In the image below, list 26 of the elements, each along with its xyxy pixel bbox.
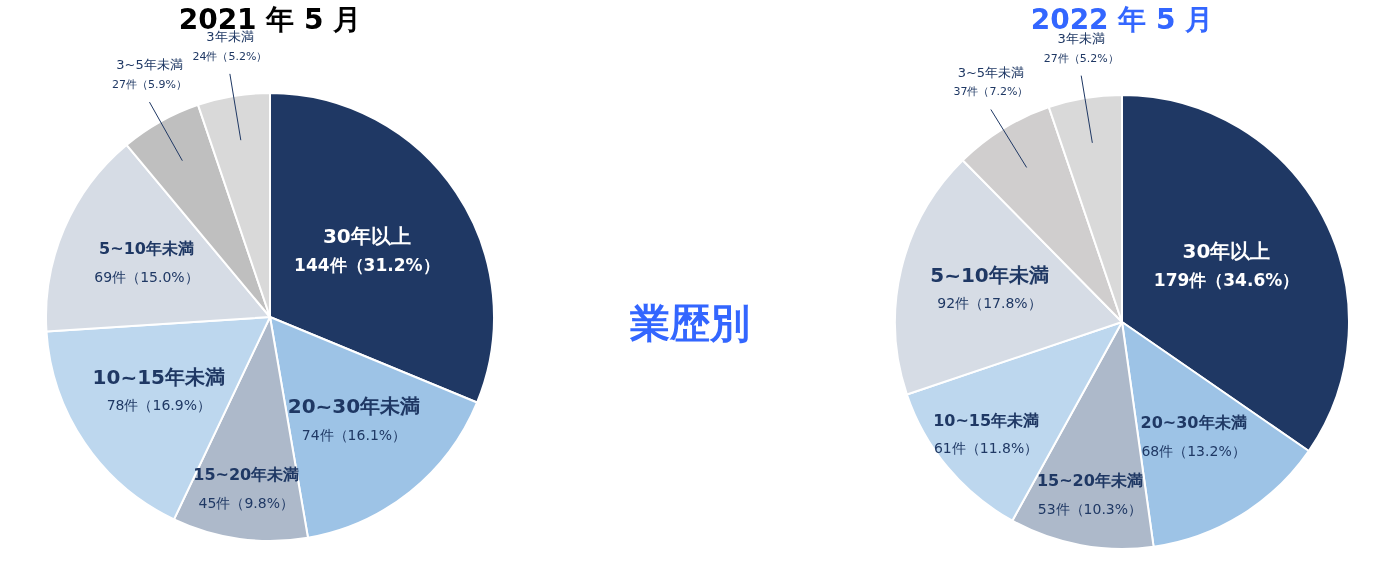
slice-label: 30年以上 [1182,239,1271,264]
slice-label: 3~5年未満 [116,57,183,73]
slice-label: 3~5年未満 [957,64,1025,80]
slice-label: 5~10年未満 [930,262,1049,287]
slice-label: 10~15年未満 [933,410,1040,430]
data-label: 68件（13.2%） [1141,442,1246,459]
data-label: 69件（15.0%） [94,268,199,285]
data-label: 53件（10.3%） [1037,500,1143,517]
data-label: 45件（9.8%） [198,494,294,511]
data-label: 78件（16.9%） [106,397,211,414]
slice-label: 5~10年未満 [99,239,194,259]
slice-label: 20~30年未満 [1140,413,1247,433]
data-label: 179件（34.6%） [1153,269,1300,290]
data-label: 37件（7.2%） [953,85,1029,99]
data-label: 27件（5.2%） [1043,51,1119,65]
data-label: 24件（5.2%） [192,49,268,63]
slice-label: 10~15年未満 [92,364,225,389]
slice-label: 15~20年未満 [1036,471,1143,491]
slice-label: 30年以上 [322,224,411,249]
data-label: 27件（5.9%） [112,77,187,91]
slice-label: 20~30年未満 [287,394,421,419]
data-label: 144件（31.2%） [294,254,440,275]
data-label: 92件（17.8%） [937,295,1042,312]
data-label: 74件（16.1%） [301,426,407,443]
data-label: 61件（11.8%） [933,440,1039,457]
text: 業歴別 [629,299,751,348]
